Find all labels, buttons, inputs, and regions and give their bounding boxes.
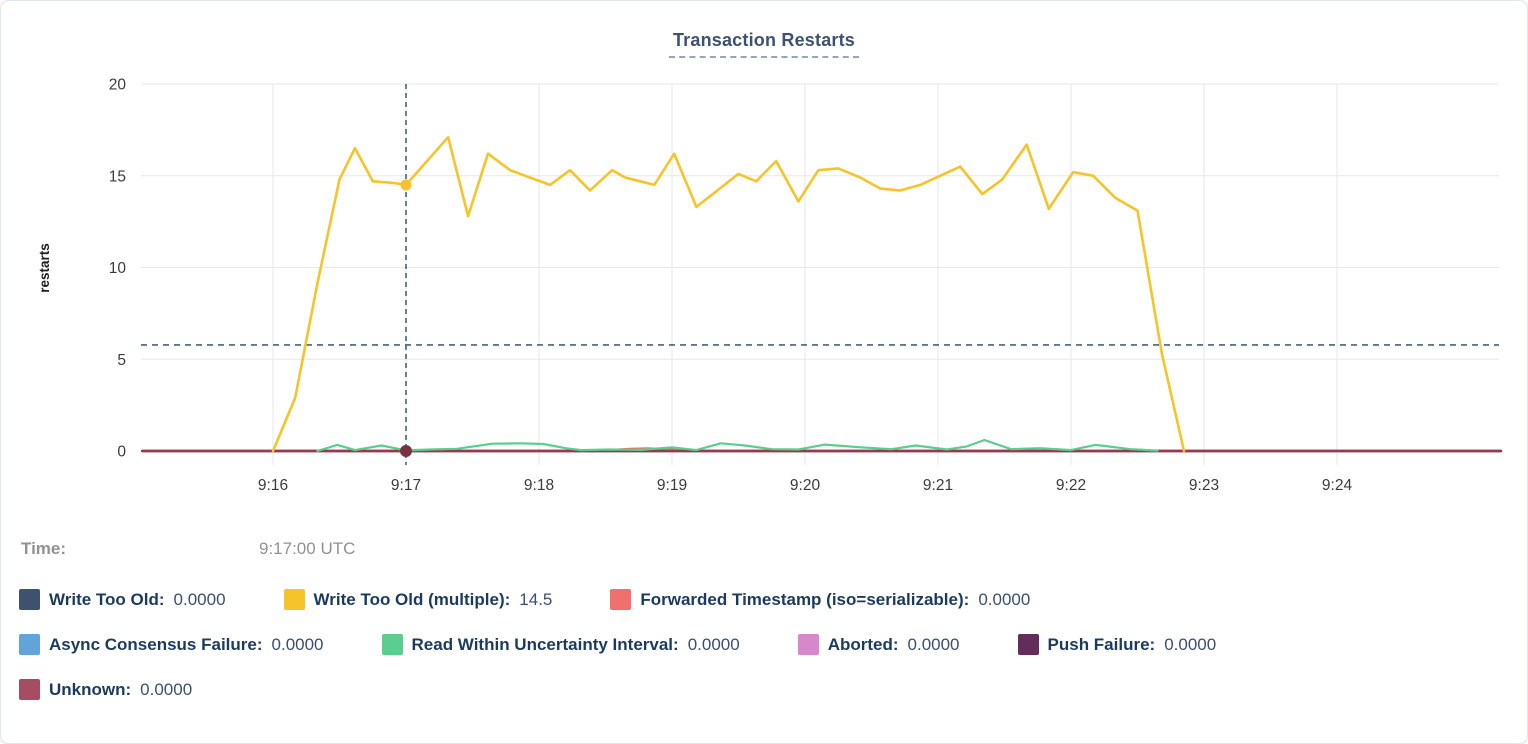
y-tick-label: 20 xyxy=(109,77,127,94)
legend-swatch-icon xyxy=(283,589,305,610)
legend-item-push-failure[interactable]: Push Failure: 0.0000 xyxy=(1017,634,1217,655)
legend-item-unknown[interactable]: Unknown: 0.0000 xyxy=(19,679,192,700)
legend-swatch-icon xyxy=(19,634,40,655)
x-tick-label: 9:21 xyxy=(923,477,953,494)
legend-label: Write Too Old (multiple): xyxy=(313,589,511,609)
legend-value: 0.0000 xyxy=(173,589,226,609)
legend-item-write-too-old[interactable]: Write Too Old: 0.0000 xyxy=(19,589,226,610)
legend-label: Push Failure: xyxy=(1047,634,1156,654)
series-line-read-within-uncertainty-interval xyxy=(316,438,1159,453)
legend-value: 0.0000 xyxy=(1164,634,1217,654)
legend-swatch-icon xyxy=(381,634,403,655)
legend-label: Write Too Old: xyxy=(49,589,165,609)
legend-label: Async Consensus Failure: xyxy=(49,634,263,654)
legend-row: Async Consensus Failure: 0.0000 Read Withi… xyxy=(19,634,1517,655)
y-tick-label: 5 xyxy=(117,352,126,369)
legend-value: 0.0000 xyxy=(140,679,193,699)
y-tick-label: 0 xyxy=(117,444,126,461)
x-tick-label: 9:23 xyxy=(1189,477,1219,494)
x-tick-label: 9:22 xyxy=(1056,477,1086,494)
legend-item-async-consensus-failure[interactable]: Async Consensus Failure: 0.0000 xyxy=(19,634,324,655)
legend-label: Forwarded Timestamp (iso=serializable): xyxy=(640,589,970,609)
legend-label: Unknown: xyxy=(49,679,132,699)
y-tick-label: 10 xyxy=(109,260,127,277)
chart-title: Transaction Restarts xyxy=(1,30,1527,58)
hover-dot-unknown xyxy=(400,445,412,457)
legend-value: 0.0000 xyxy=(271,634,324,654)
chart-legend: Write Too Old: 0.0000 Write Too Old (multi… xyxy=(19,589,1517,724)
legend-item-read-within-uncertainty-interval[interactable]: Read Within Uncertainty Interval: 0.0000 xyxy=(381,634,740,655)
hover-dot-write-too-old-multiple xyxy=(400,179,412,191)
x-tick-label: 9:24 xyxy=(1322,477,1353,494)
x-tick-label: 9:19 xyxy=(657,477,687,494)
x-tick-label: 9:16 xyxy=(258,477,288,494)
transaction-restarts-plot[interactable]: 0 5 10 15 20 9:16 9:17 9:18 9:19 9:20 9:21 9:22 9:23… xyxy=(1,1,1527,511)
legend-value: 14.5 xyxy=(519,589,553,609)
x-tick-label: 9:18 xyxy=(524,477,554,494)
legend-value: 0.0000 xyxy=(687,634,740,654)
legend-row: Unknown: 0.0000 xyxy=(19,679,1517,700)
legend-swatch-icon xyxy=(19,679,40,700)
legend-swatch-icon xyxy=(19,589,40,610)
x-tick-label: 9:17 xyxy=(391,477,421,494)
y-axis-label: restarts xyxy=(37,243,52,293)
legend-row: Write Too Old: 0.0000 Write Too Old (multi… xyxy=(19,589,1517,610)
y-tick-label: 15 xyxy=(109,168,126,185)
legend-label: Read Within Uncertainty Interval: xyxy=(411,634,679,654)
time-value: 9:17:00 UTC xyxy=(259,539,356,558)
x-tick-label: 9:20 xyxy=(790,477,821,494)
legend-swatch-icon xyxy=(610,589,632,610)
legend-value: 0.0000 xyxy=(907,634,960,654)
legend-item-aborted[interactable]: Aborted: 0.0000 xyxy=(797,634,960,655)
chart-title-text: Transaction Restarts xyxy=(668,30,860,58)
legend-item-forwarded-timestamp-iso-serializable[interactable]: Forwarded Timestamp (iso=serializable): 0… xyxy=(610,589,1030,610)
legend-value: 0.0000 xyxy=(978,589,1031,609)
legend-label: Aborted: xyxy=(827,634,899,654)
legend-item-write-too-old-multiple[interactable]: Write Too Old (multiple): 14.5 xyxy=(283,589,553,610)
legend-swatch-icon xyxy=(797,634,819,655)
time-label: Time: xyxy=(21,539,67,558)
legend-swatch-icon xyxy=(1017,634,1039,655)
